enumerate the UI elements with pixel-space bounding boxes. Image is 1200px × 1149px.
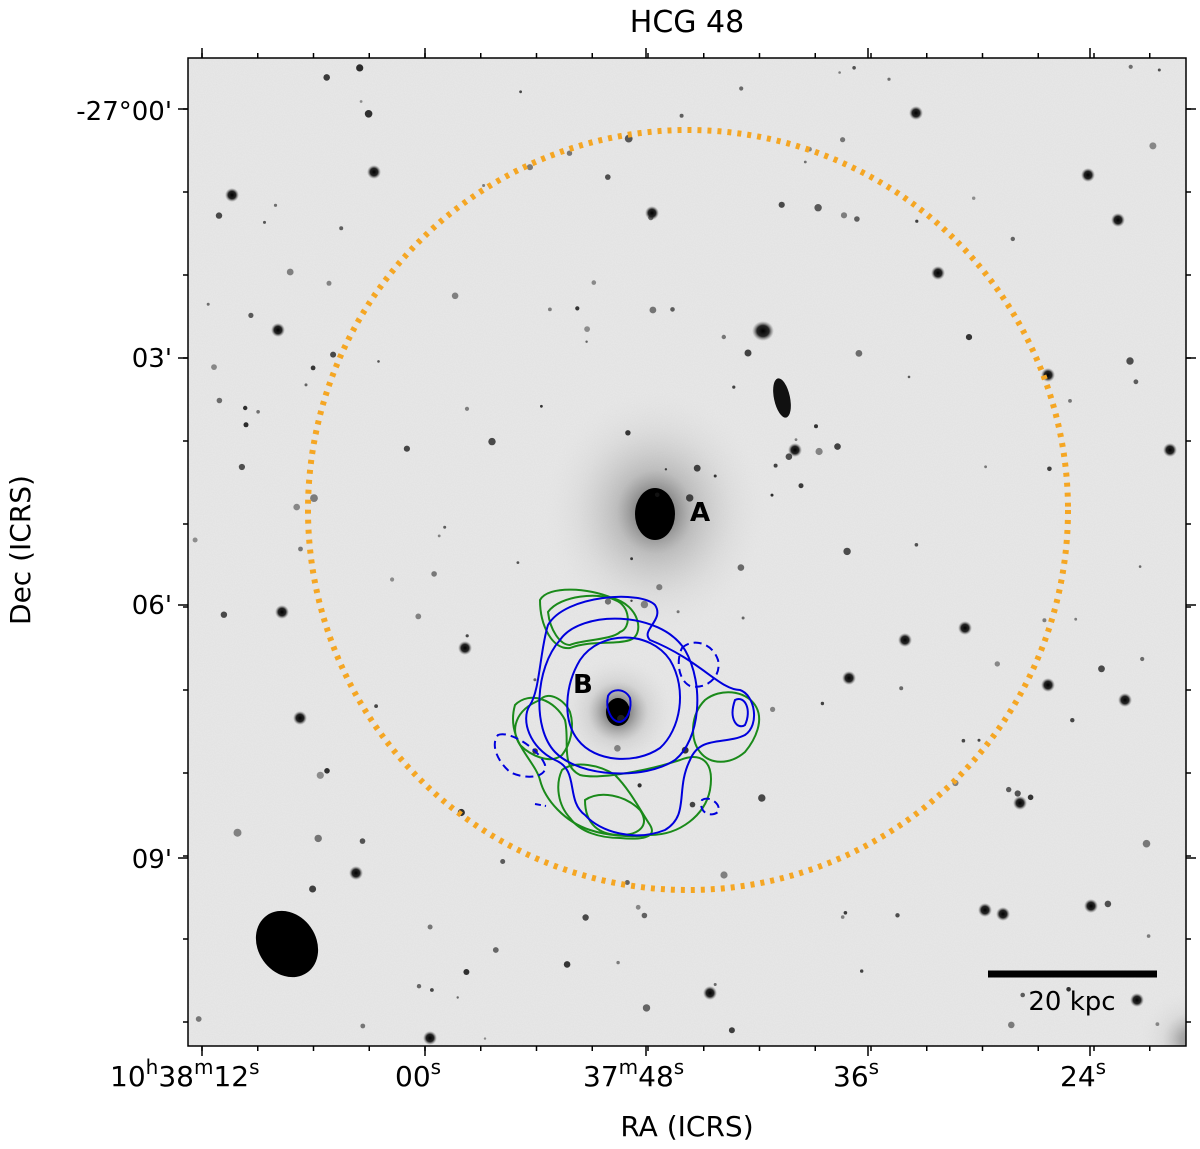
- axis-ticks: [178, 48, 1196, 1056]
- dec-tick-label: 09': [132, 845, 172, 875]
- label-a: A: [690, 498, 710, 528]
- scale-bar-label: 20 kpc: [1028, 987, 1115, 1017]
- ra-tick-label: 37m48s: [583, 1055, 684, 1093]
- ra-tick-label: 24s: [1060, 1055, 1106, 1093]
- stars: [192, 64, 1177, 1045]
- y-axis-label: Dec (ICRS): [4, 475, 37, 625]
- ra-tick-label: 36s: [833, 1055, 879, 1093]
- ra-tick-label: 00s: [395, 1055, 441, 1093]
- sky-image: [188, 58, 1186, 1046]
- dec-tick-label: 06': [132, 591, 172, 621]
- contours: [493, 588, 761, 840]
- ra-tick-label: 10h38m12s: [110, 1055, 260, 1093]
- label-b: B: [573, 670, 593, 700]
- dec-tick-label: -27°00': [76, 97, 172, 127]
- beam-ellipse: [255, 910, 319, 978]
- x-axis-label: RA (ICRS): [620, 1110, 753, 1143]
- figure-title: HCG 48: [630, 5, 744, 40]
- dec-tick-label: 03': [132, 344, 172, 374]
- plot-frame: [187, 57, 1187, 1047]
- aperture-circle: [305, 127, 1071, 893]
